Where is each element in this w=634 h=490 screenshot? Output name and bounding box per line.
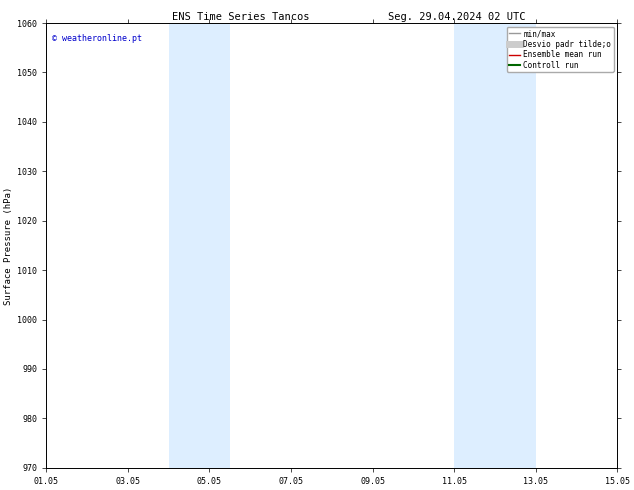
Bar (454, 23, 536, 468)
Legend: min/max, Desvio padr tilde;o, Ensemble mean run, Controll run: min/max, Desvio padr tilde;o, Ensemble m… (507, 27, 614, 72)
Text: © weatheronline.pt: © weatheronline.pt (52, 34, 142, 43)
Y-axis label: Surface Pressure (hPa): Surface Pressure (hPa) (4, 186, 13, 305)
Bar (169, 23, 230, 468)
Text: Seg. 29.04.2024 02 UTC: Seg. 29.04.2024 02 UTC (388, 12, 525, 22)
Text: ENS Time Series Tancos: ENS Time Series Tancos (172, 12, 309, 22)
